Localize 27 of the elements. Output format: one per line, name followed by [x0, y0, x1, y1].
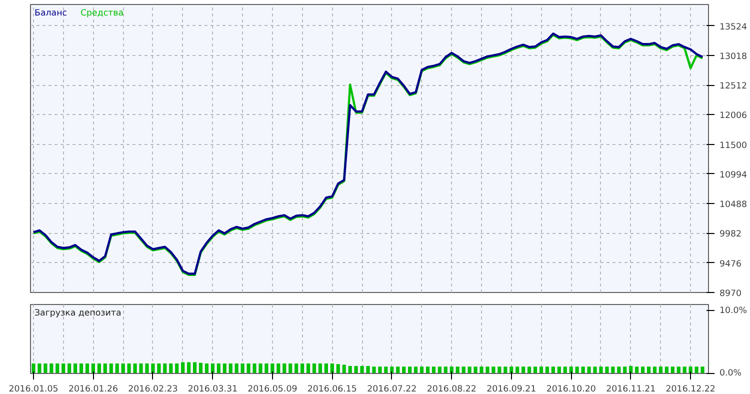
x-tick-label: 2016.10.20 [546, 384, 596, 394]
x-tick-label: 2016.02.23 [128, 384, 178, 394]
y-tick-label: 13018 [720, 52, 748, 62]
y-tick-label: 10.0% [720, 306, 747, 316]
x-tick-label: 2016.11.21 [606, 384, 656, 394]
x-tick-label: 2016.07.22 [367, 384, 417, 394]
text: Средства [80, 8, 124, 18]
text: Загрузка депозита [34, 308, 122, 318]
x-tick-label: 2016.01.26 [68, 384, 118, 394]
x-tick-label: 2016.12.22 [666, 384, 716, 394]
x-tick-label: 2016.06.15 [307, 384, 357, 394]
y-tick-label: 0.0% [720, 368, 742, 378]
x-tick-label: 2016.05.09 [248, 384, 298, 394]
y-tick-label: 10994 [720, 170, 748, 180]
y-tick-label: 10488 [720, 200, 748, 210]
x-tick-label: 2016.08.22 [426, 384, 476, 394]
y-tick-label: 13524 [720, 22, 748, 32]
x-tick-label: 2016.03.31 [188, 384, 238, 394]
y-tick-label: 12006 [720, 111, 748, 122]
x-tick-label: 2016.01.05 [8, 384, 58, 394]
y-tick-label: 9982 [720, 230, 742, 240]
y-tick-label: 11500 [720, 140, 748, 151]
y-tick-label: 8970 [720, 289, 742, 299]
x-tick-label: 2016.09.21 [486, 384, 536, 394]
y-tick-label: 12512 [720, 82, 748, 92]
y-tick-label: 9476 [720, 259, 742, 270]
text: Баланс [34, 8, 68, 18]
